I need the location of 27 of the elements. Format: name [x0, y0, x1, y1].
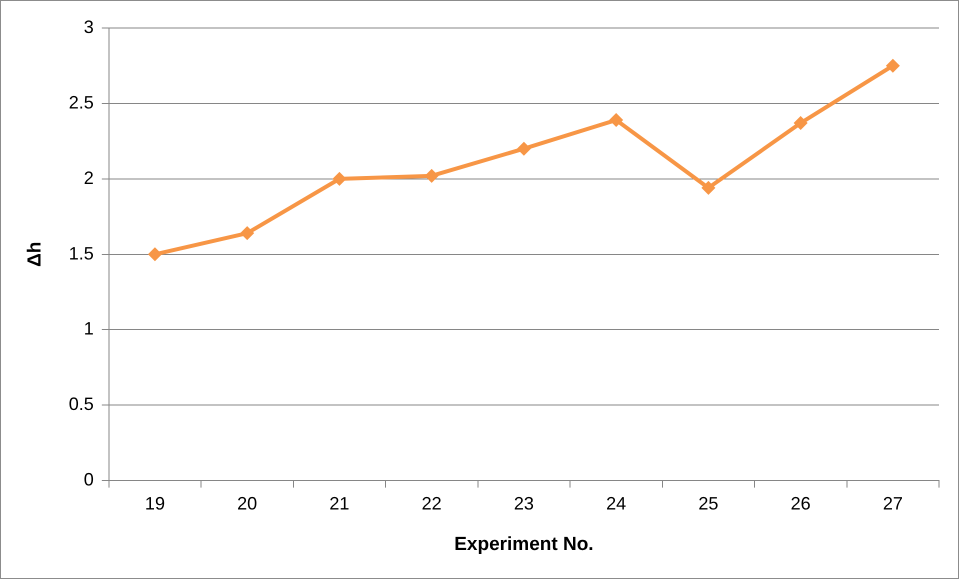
y-axis-title: Δh: [24, 242, 46, 267]
point: [516, 142, 531, 156]
point: [701, 180, 716, 195]
x-tick-label: 27: [882, 493, 903, 514]
x-tick-label: 25: [698, 493, 718, 514]
point: [794, 116, 808, 130]
point: [424, 168, 439, 183]
y-tick-label: 0: [84, 470, 94, 490]
point: [332, 172, 346, 186]
x-tick-label: 22: [422, 493, 442, 514]
y-tick-label: 1.5: [68, 243, 94, 264]
point: [609, 113, 624, 128]
y-tick-label: 2: [84, 168, 94, 188]
x-tick-label: 24: [606, 493, 626, 514]
x-tick-label: 21: [329, 493, 350, 514]
x-tick-label: 20: [237, 493, 258, 514]
y-tick-label: 1: [84, 318, 94, 339]
x-tick-label: 23: [514, 493, 534, 514]
point: [240, 226, 254, 240]
x-axis-title: Experiment No.: [454, 534, 594, 555]
y-tick-label: 2.5: [68, 92, 94, 112]
point: [886, 58, 900, 73]
x-tick-label: 19: [144, 493, 165, 514]
point: [148, 247, 162, 262]
x-tick-label: 26: [790, 493, 811, 514]
y-tick-label: 3: [84, 16, 94, 37]
y-tick-label: 0.5: [68, 394, 94, 414]
